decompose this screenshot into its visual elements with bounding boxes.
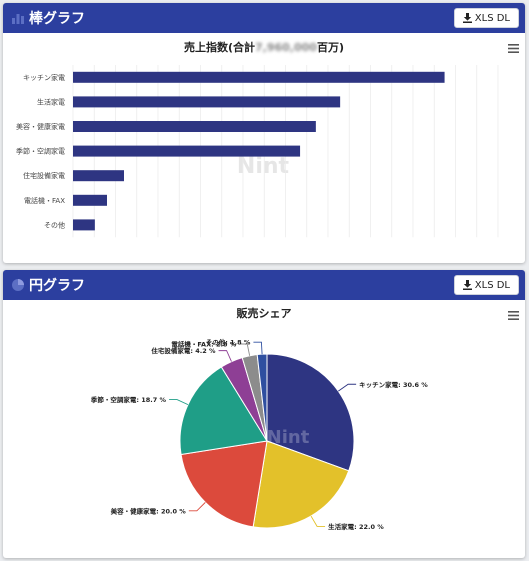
bar-mark[interactable] — [73, 121, 316, 132]
bar-mark[interactable] — [73, 96, 341, 108]
pie-slice[interactable] — [266, 353, 355, 472]
pie-data-label: 美容・健康家電: 20.0 % — [111, 506, 187, 515]
bar-chart-title: 売上指数(合計7,960,000百万) — [184, 40, 344, 54]
bar-watermark: Nint — [237, 154, 290, 179]
bar-panel-header: 棒グラフ XLS DL — [3, 3, 525, 33]
pie-panel-title: 円グラフ — [29, 278, 85, 294]
pie-chart-title: 販売シェア — [237, 306, 292, 320]
pie-connector-line — [239, 343, 251, 356]
pie-watermark: Nint — [267, 427, 310, 448]
bar-category-label: 美容・健康家電 — [16, 122, 65, 131]
bar-chart-icon — [12, 14, 24, 24]
download-icon — [462, 280, 472, 290]
pie-slice[interactable] — [179, 366, 268, 456]
bar-category-label: 電話機・FAX — [24, 196, 65, 205]
bar-chart: 売上指数(合計7,960,000百万) Nint キッチン家電生活家電美容・健康… — [16, 40, 499, 238]
pie-connector-line — [218, 350, 232, 362]
pie-xls-download-button[interactable]: XLS DL — [453, 275, 519, 295]
pie-data-label: キッチン家電: 30.6 % — [359, 380, 428, 389]
pie-slice[interactable] — [180, 440, 268, 528]
bar-panel-title: 棒グラフ — [29, 11, 85, 27]
bar-chart-panel: 棒グラフ XLS DL 売上指数(合計7,960,000百万) Nint キッチ… — [3, 3, 525, 263]
bar-mark[interactable] — [73, 194, 107, 206]
pie-chart-panel: 円グラフ XLS DL 販売シェア キッチン家電: 30.6 % 生活家電: 22… — [3, 270, 525, 558]
pie-xls-button-label: XLS DL — [474, 279, 510, 291]
pie-slice[interactable] — [252, 440, 350, 529]
bar-mark[interactable] — [73, 145, 301, 157]
pie-data-label: その他: 1.8 % — [206, 338, 251, 347]
bar-category-label: 住宅設備家電 — [23, 171, 65, 180]
pie-data-label: 電話機・FAX: 2.8 % — [171, 339, 236, 348]
bar-xls-download-button[interactable]: XLS DL — [453, 8, 519, 28]
pie-chart-menu-icon[interactable] — [508, 311, 519, 320]
bar-chart-menu-icon[interactable] — [508, 44, 519, 53]
pie-data-label: 住宅設備家電: 4.2 % — [151, 346, 216, 355]
bar-category-label: その他 — [44, 220, 65, 229]
bar-category-label: 生活家電 — [37, 97, 65, 106]
pie-connector-line — [310, 515, 326, 527]
bar-mark[interactable] — [73, 170, 124, 182]
bar-mark[interactable] — [73, 71, 445, 83]
pie-connector-line — [338, 383, 357, 392]
download-icon — [462, 13, 472, 23]
pie-connector-line — [188, 502, 206, 512]
pie-chart: 販売シェア キッチン家電: 30.6 % 生活家電: 22.0 % 美容・健康家電:… — [90, 306, 428, 531]
pie-panel-header: 円グラフ XLS DL — [3, 270, 525, 300]
bar-mark[interactable] — [73, 219, 95, 231]
pie-connector-line — [169, 399, 189, 406]
pie-data-label: 季節・空調家電: 18.7 % — [90, 395, 167, 404]
pie-chart-icon — [12, 279, 24, 291]
pie-connector-line — [253, 341, 263, 355]
bar-xls-button-label: XLS DL — [474, 12, 510, 24]
bar-category-label: 季節・空調家電 — [16, 147, 65, 156]
bar-category-label: キッチン家電 — [23, 73, 65, 82]
pie-data-label: 生活家電: 22.0 % — [328, 522, 384, 531]
